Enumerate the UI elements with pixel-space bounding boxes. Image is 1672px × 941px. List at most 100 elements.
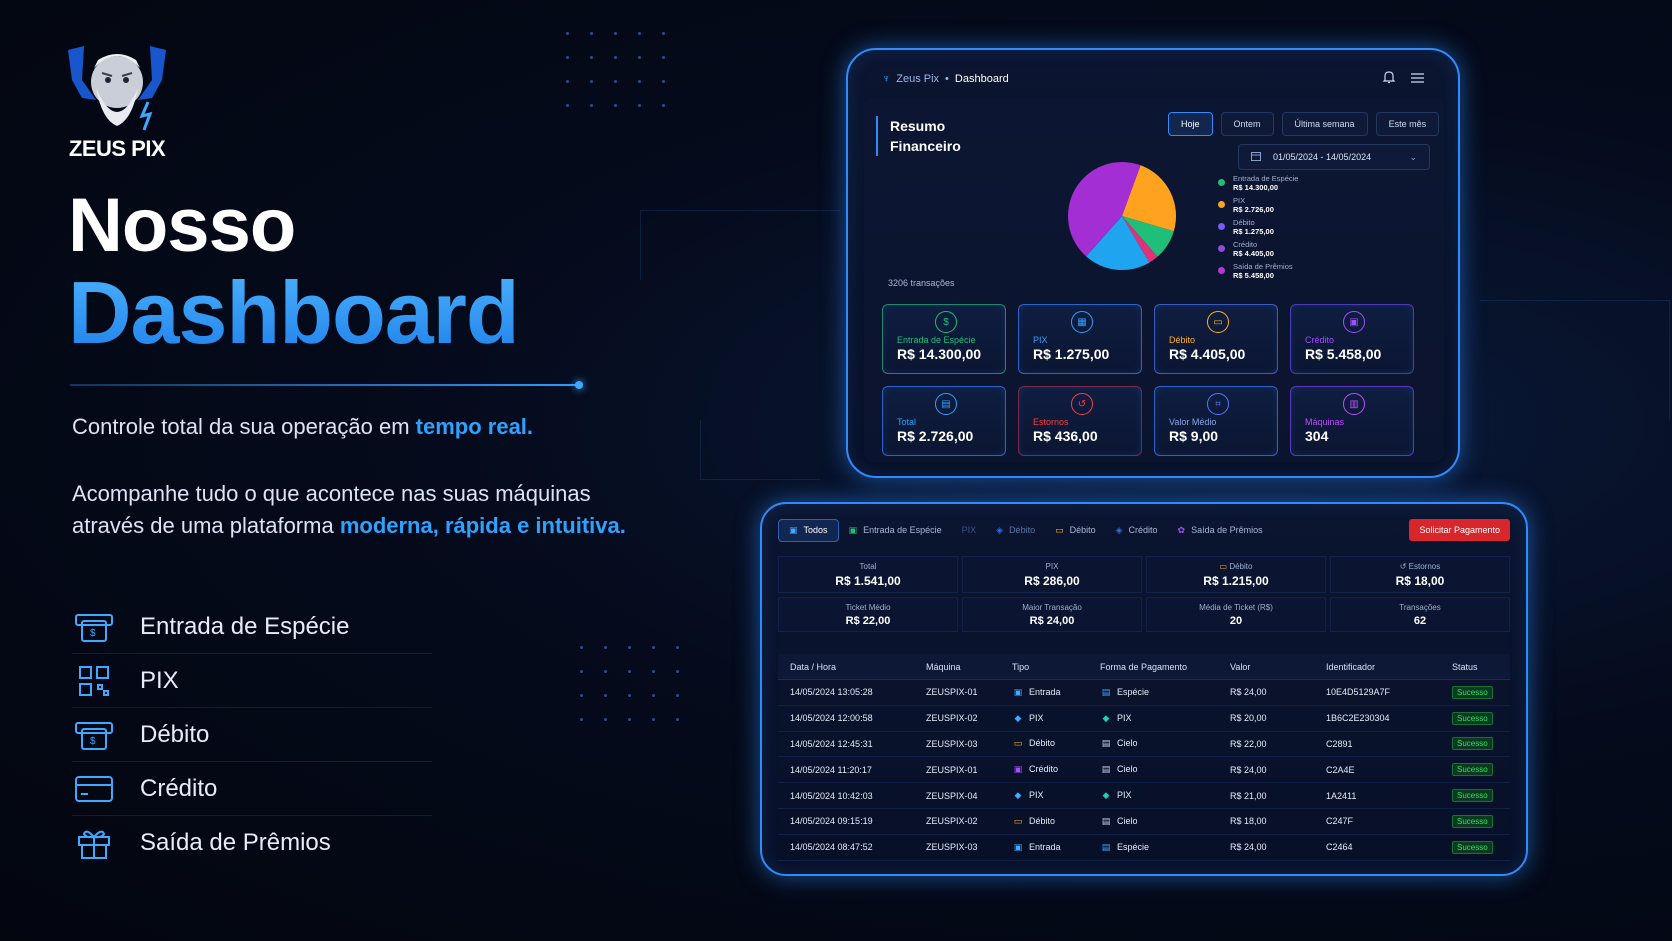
payment-icon: ▤ [1101, 815, 1111, 826]
stat-label: Estornos [1033, 417, 1069, 427]
total-icon: ▤ [935, 393, 957, 415]
status-badge: Sucesso [1452, 840, 1493, 854]
tab-prizes[interactable]: ✿ Saída de Prêmios [1177, 524, 1263, 536]
stat-value: R$ 5.458,00 [1305, 346, 1382, 362]
card-icon: ▭ [1055, 524, 1064, 535]
column-header[interactable]: Máquina [926, 661, 961, 672]
tab-credit[interactable]: ◈ Crédito [1115, 524, 1158, 536]
cell-date: 14/05/2024 13:05:28 [790, 687, 873, 698]
type-icon: ▣ [1013, 686, 1023, 697]
column-header[interactable]: Forma de Pagamento [1100, 661, 1188, 672]
legend-item: Crédito R$ 4.405,00 [1218, 240, 1298, 258]
card-icon: ▭ [1219, 562, 1230, 571]
range-pill-last-week[interactable]: Última semana [1281, 112, 1368, 136]
cell-value: R$ 22,00 [1230, 738, 1267, 749]
stat-card-refunds[interactable]: ↺ Estornos R$ 436,00 [1018, 386, 1142, 456]
cell-payment: ▤ Cielo [1101, 764, 1138, 775]
tab-cash[interactable]: ▣ Entrada de Espécie [848, 524, 942, 536]
menu-icon[interactable] [1411, 72, 1424, 86]
summary-refunds: ↺ Estornos R$ 18,00 [1330, 556, 1510, 593]
stat-card-cash[interactable]: $ Entrada de Espécie R$ 14.300,00 [882, 304, 1006, 374]
cash-icon: ▣ [848, 524, 858, 535]
cell-status: Sucesso [1452, 737, 1522, 751]
cell-id: C2464 [1326, 842, 1353, 853]
tab-pix[interactable]: PIX [961, 525, 977, 535]
cell-machine: ZEUSPIX-02 [926, 713, 978, 724]
table-row[interactable]: 14/05/2024 08:47:52 ZEUSPIX-03 ▣ Entrada ▤ Es… [778, 835, 1510, 861]
stat-value: R$ 4.405,00 [1169, 346, 1246, 362]
breadcrumb-current: Dashboard [954, 73, 1009, 85]
bell-icon[interactable] [1382, 71, 1396, 87]
stat-card-debit[interactable]: ▭ Débito R$ 4.405,00 [1154, 304, 1278, 374]
range-pill-today[interactable]: Hoje [1168, 112, 1213, 136]
cell-id: 1A2411 [1326, 790, 1357, 801]
cell-payment: ◆ PIX [1100, 713, 1230, 724]
feature-label: PIX [140, 666, 179, 694]
type-icon: ▣ [1013, 764, 1023, 775]
feature-item: Crédito [72, 762, 432, 816]
summary-debit: ▭ Débito R$ 1.215,00 [1146, 556, 1326, 593]
cell-date: 14/05/2024 12:45:31 [790, 738, 873, 749]
circuit-line [1480, 300, 1670, 420]
tab-debit-card[interactable]: ▭ Débito [1055, 524, 1096, 536]
cell-machine: ZEUSPIX-01 [926, 764, 978, 775]
zeus-logo-icon: ♆ [882, 73, 891, 85]
tab-debit[interactable]: ◈ Débito [996, 524, 1036, 536]
stat-card-average[interactable]: ⌗ Valor Médio R$ 9,00 [1154, 386, 1278, 456]
summary-grid: Total R$ 1.541,00 PIX R$ 286,00 ▭ Débito R$… [778, 556, 1510, 632]
cell-value: R$ 24,00 [1230, 687, 1267, 698]
feature-label: Crédito [140, 774, 218, 802]
table-row[interactable]: 14/05/2024 12:00:58 ZEUSPIX-02 ◆ PIX ◆ PIX R$ … [778, 706, 1510, 732]
feature-list: $ Entrada de Espécie PIX $ Débito Crédit… [72, 600, 432, 870]
column-header[interactable]: Data / Hora [790, 661, 837, 672]
cell-machine: ZEUSPIX-03 [926, 738, 978, 749]
column-header[interactable]: Tipo [1012, 661, 1030, 672]
type-icon: ◆ [1014, 790, 1022, 801]
range-pill-this-month[interactable]: Este mês [1375, 112, 1440, 136]
table-row[interactable]: 14/05/2024 10:42:03 ZEUSPIX-04 ◆ PIX ◆ PIX R$ … [778, 783, 1510, 809]
stat-card-credit[interactable]: ▣ Crédito R$ 5.458,00 [1290, 304, 1414, 374]
stat-card-pix[interactable]: ▦ PIX R$ 1.275,00 [1018, 304, 1142, 374]
table-row[interactable]: 14/05/2024 11:20:17 ZEUSPIX-01 ▣ Crédito ▤ Ci… [778, 757, 1510, 784]
card-icon: ▭ [1207, 311, 1229, 333]
stat-value: 304 [1305, 428, 1329, 444]
cash-icon: $ [935, 311, 957, 333]
chevron-down-icon: ⌄ [1409, 151, 1417, 162]
cell-id: C2891 [1326, 738, 1353, 749]
column-header[interactable]: Identificador [1326, 661, 1376, 672]
tab-all[interactable]: ▣ Todos [778, 518, 839, 542]
date-range-value: 01/05/2024 - 14/05/2024 [1273, 152, 1372, 162]
refund-icon: ↺ [1071, 393, 1093, 415]
legend-item: PIX R$ 2.726,00 [1218, 196, 1298, 214]
svg-text:$: $ [90, 736, 96, 747]
calendar-icon [1251, 151, 1261, 163]
refund-icon: ↺ [1399, 562, 1409, 571]
column-header[interactable]: Valor [1230, 661, 1251, 672]
pie-slice [1086, 216, 1150, 270]
zeus-pix-logo: ZEUS PIX [62, 40, 172, 161]
date-range-picker[interactable]: 01/05/2024 - 14/05/2024 ⌄ [1238, 144, 1430, 170]
type-icon: ◆ [1014, 712, 1022, 723]
column-header[interactable]: Status [1452, 661, 1478, 672]
stat-card-machines[interactable]: ▥ Máquinas 304 [1290, 386, 1414, 456]
topbar-brand[interactable]: Zeus Pix [896, 73, 940, 85]
range-pill-yesterday[interactable]: Ontem [1220, 112, 1274, 136]
table-row[interactable]: 14/05/2024 12:45:31 ZEUSPIX-03 ▭ Débito ▤ Cie… [778, 732, 1510, 758]
table-row[interactable]: 14/05/2024 09:15:19 ZEUSPIX-02 ▭ Débito ▤ Cie… [778, 809, 1510, 835]
cell-payment: ▤ Cielo [1101, 738, 1138, 749]
stat-grid: $ Entrada de Espécie R$ 14.300,00 ▦ PIX R$ 1… [882, 304, 1422, 456]
credit-card-icon [72, 771, 116, 807]
cell-date: 14/05/2024 10:42:03 [790, 790, 873, 801]
request-payment-button[interactable]: Solicitar Pagamento [1409, 519, 1510, 541]
stat-value: R$ 1.275,00 [1033, 346, 1110, 362]
cell-value: R$ 24,00 [1230, 764, 1267, 775]
cell-payment: ◆ PIX [1100, 790, 1230, 801]
legend-item: Débito R$ 1.275,00 [1218, 218, 1298, 236]
cell-status: Sucesso [1452, 840, 1522, 854]
table-row[interactable]: 14/05/2024 13:05:28 ZEUSPIX-01 ▣ Entrada ▤ Es… [778, 680, 1510, 706]
summary-avg-ticket-rs: Média de Ticket (R$) 20 [1146, 597, 1326, 632]
stat-card-total[interactable]: ▤ Total R$ 2.726,00 [882, 386, 1006, 456]
summary-avg-ticket: Ticket Médio R$ 22,00 [778, 597, 958, 632]
feature-label: Saída de Prêmios [140, 829, 331, 856]
dot-grid-mid [580, 646, 679, 721]
